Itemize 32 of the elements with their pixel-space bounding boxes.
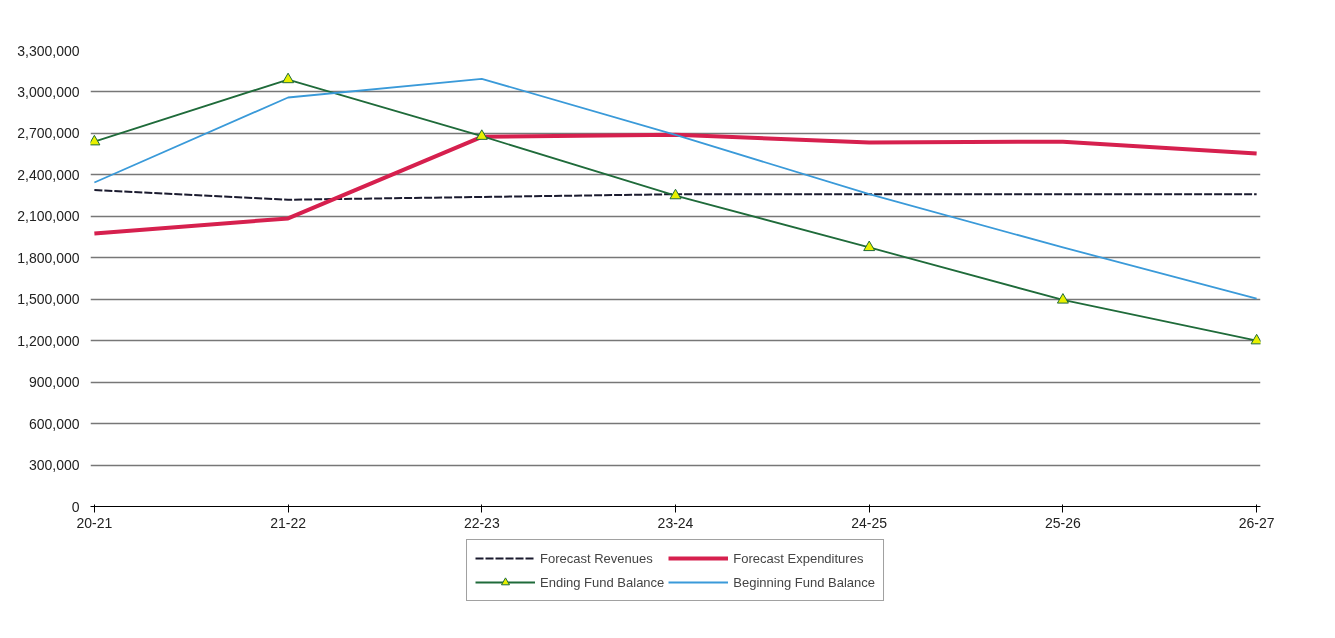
x-tick-label: 21-22: [270, 514, 307, 531]
y-tick-label: 1,200,000: [17, 332, 80, 349]
point: [669, 188, 682, 200]
y-tick-label: 2,400,000: [17, 166, 80, 183]
y-tick-label: 0: [71, 498, 80, 515]
point: [863, 240, 876, 252]
y-tick-label: 300,000: [28, 457, 80, 474]
y-tick-label: 3,000,000: [17, 83, 80, 100]
y-tick-label: 1,800,000: [17, 249, 80, 266]
legend-label: Forecast Revenues: [540, 550, 653, 566]
line-series: [93, 189, 1258, 201]
x-tick-label: 23-24: [657, 514, 694, 531]
x-tick-label: 24-25: [851, 514, 888, 531]
point: [90, 134, 101, 146]
legend-label: Beginning Fund Balance: [733, 574, 875, 590]
y-tick-label: 3,300,000: [17, 42, 80, 59]
y-tick-label: 1,500,000: [17, 291, 80, 308]
point: [475, 129, 488, 140]
legend-label: Forecast Expenditures: [733, 550, 864, 566]
x-tick-label: 25-26: [1045, 514, 1082, 531]
x-tick-label: 22-23: [463, 514, 500, 531]
x-tick-label: 26-27: [1238, 514, 1275, 531]
y-tick-label: 2,100,000: [17, 208, 80, 225]
y-tick-label: 900,000: [28, 374, 80, 391]
y-tick-label: 2,700,000: [17, 125, 80, 142]
line-series: [93, 77, 1258, 300]
point: [1250, 333, 1261, 345]
y-tick-label: 600,000: [28, 415, 80, 432]
x-tick-label: 20-21: [76, 514, 113, 531]
point: [282, 72, 295, 84]
legend-label: Ending Fund Balance: [540, 574, 665, 590]
point: [1056, 293, 1069, 304]
